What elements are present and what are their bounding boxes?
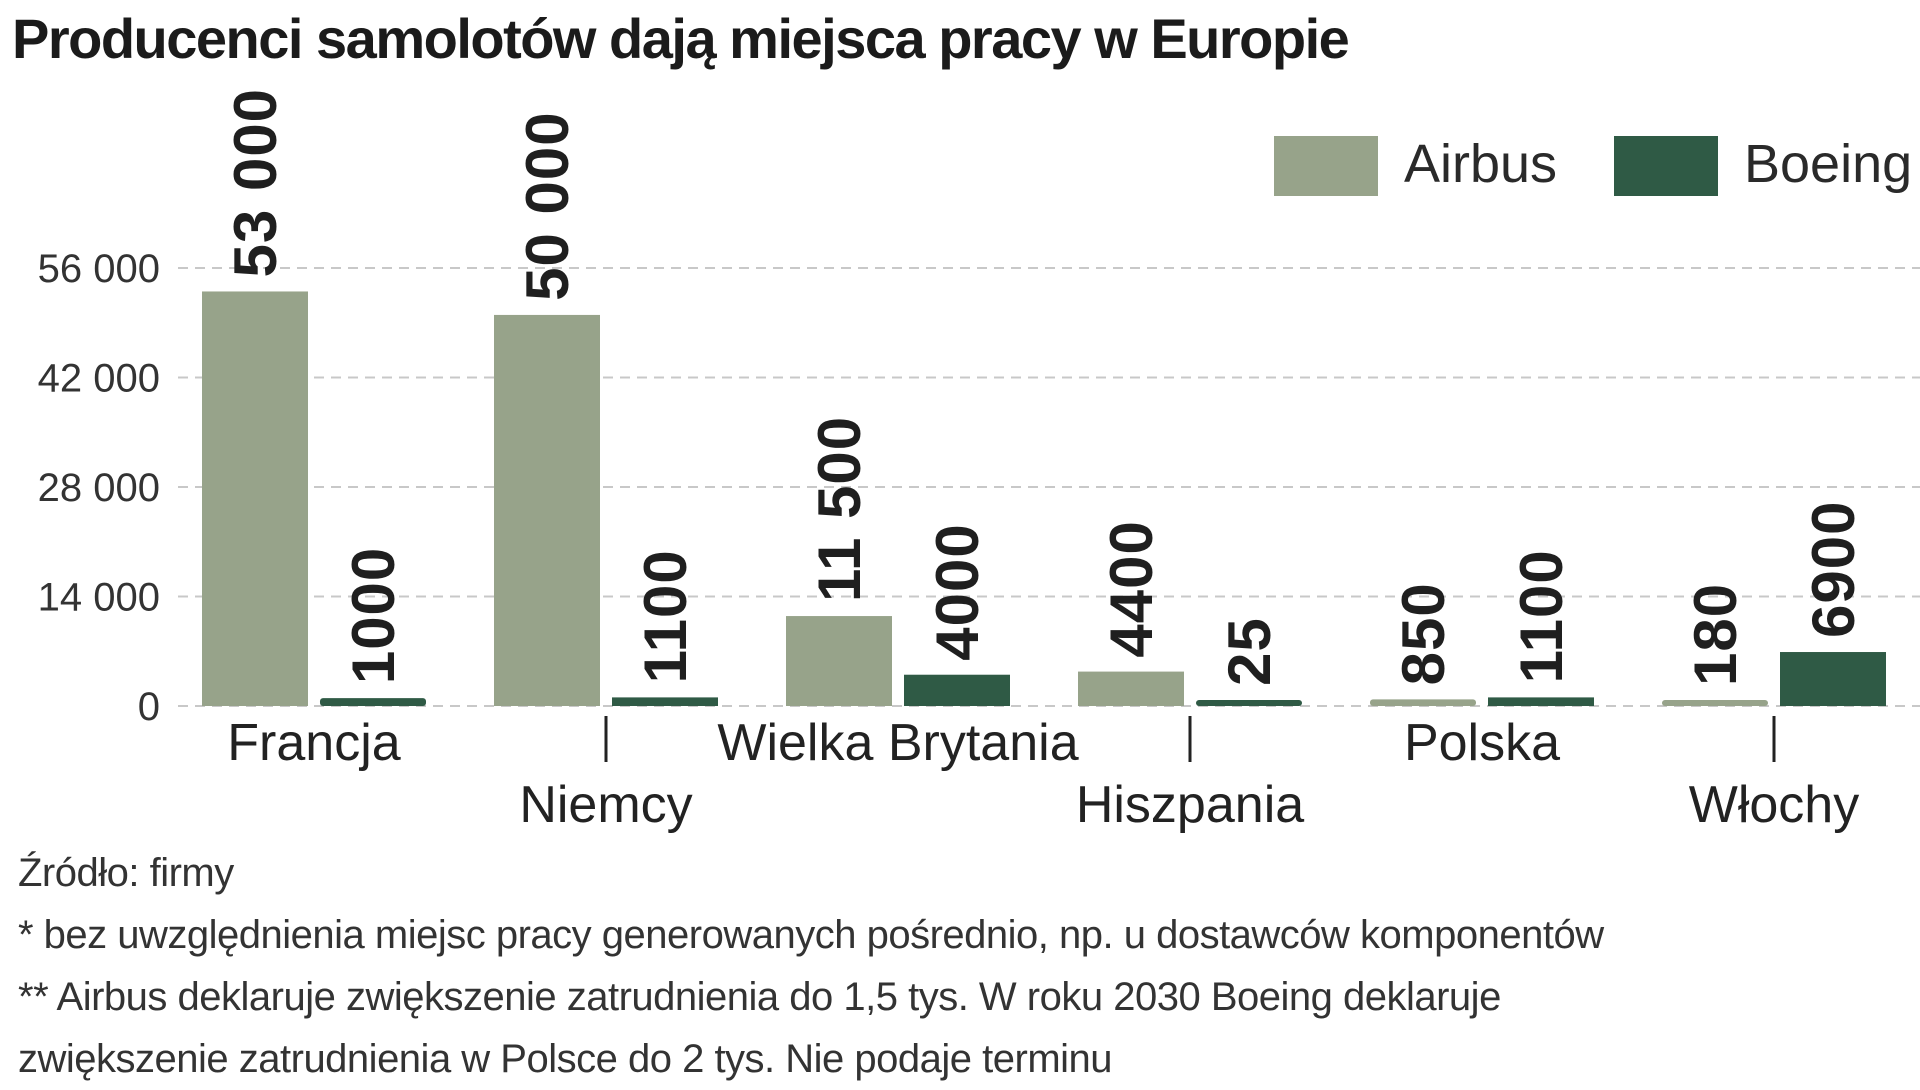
bar-airbus xyxy=(494,314,600,706)
bar-boeing xyxy=(1780,652,1886,706)
bar-boeing xyxy=(612,697,718,706)
data-label: 50 000 xyxy=(514,111,581,301)
legend-label: Airbus xyxy=(1404,134,1557,194)
data-label: 11 500 xyxy=(806,416,873,602)
source-note: Źródło: firmy xyxy=(18,851,234,895)
bar-boeing xyxy=(320,698,426,706)
y-tick-label: 56 000 xyxy=(38,247,160,291)
y-tick-label: 28 000 xyxy=(38,466,160,510)
y-tick-label: 42 000 xyxy=(38,357,160,401)
bar-airbus xyxy=(1078,671,1184,706)
footnote-2: ** Airbus deklaruje zwiększenie zatrudni… xyxy=(18,975,1501,1019)
x-category-label: Francja xyxy=(227,714,400,772)
notes: Źródło: firmy * bez uwzględnienia miejsc… xyxy=(18,842,1604,1090)
bar-boeing xyxy=(1488,697,1594,706)
data-label: 4000 xyxy=(924,523,991,660)
x-category-label: Wielka Brytania xyxy=(717,714,1078,772)
data-label: 180 xyxy=(1682,583,1749,686)
bar-boeing xyxy=(904,674,1010,706)
x-category-label: Niemcy xyxy=(519,776,692,834)
data-label: 1000 xyxy=(340,547,407,684)
legend-swatch xyxy=(1274,136,1378,196)
data-label: 25 xyxy=(1216,617,1283,686)
x-category-label: Włochy xyxy=(1689,776,1859,834)
data-label: 850 xyxy=(1390,582,1457,685)
data-label: 6900 xyxy=(1800,501,1867,638)
legend-label: Boeing xyxy=(1744,134,1912,194)
data-label: 53 000 xyxy=(222,88,289,278)
bar-airbus xyxy=(1662,700,1768,706)
legend-swatch xyxy=(1614,136,1718,196)
footnote-1: * bez uwzględnienia miejsc pracy generow… xyxy=(18,913,1604,957)
bar-boeing xyxy=(1196,700,1302,706)
data-label: 4400 xyxy=(1098,520,1165,657)
data-label: 1100 xyxy=(632,549,699,683)
bar-chart: 0 14 000 28 000 42 000 56 000 53 000 1000 50 00… xyxy=(38,88,1920,834)
y-tick-label: 0 xyxy=(138,685,160,729)
bar-airbus xyxy=(202,291,308,706)
footnote-2-continued: zwiększenie zatrudnienia w Polsce do 2 t… xyxy=(18,1037,1113,1081)
bar-airbus xyxy=(1370,699,1476,706)
chart-title: Producenci samolotów dają miejsca pracy … xyxy=(12,7,1350,70)
data-label: 1100 xyxy=(1508,549,1575,683)
x-category-label: Polska xyxy=(1404,714,1560,772)
y-tick-label: 14 000 xyxy=(38,576,160,620)
x-category-label: Hiszpania xyxy=(1076,776,1304,834)
bar-airbus xyxy=(786,616,892,706)
